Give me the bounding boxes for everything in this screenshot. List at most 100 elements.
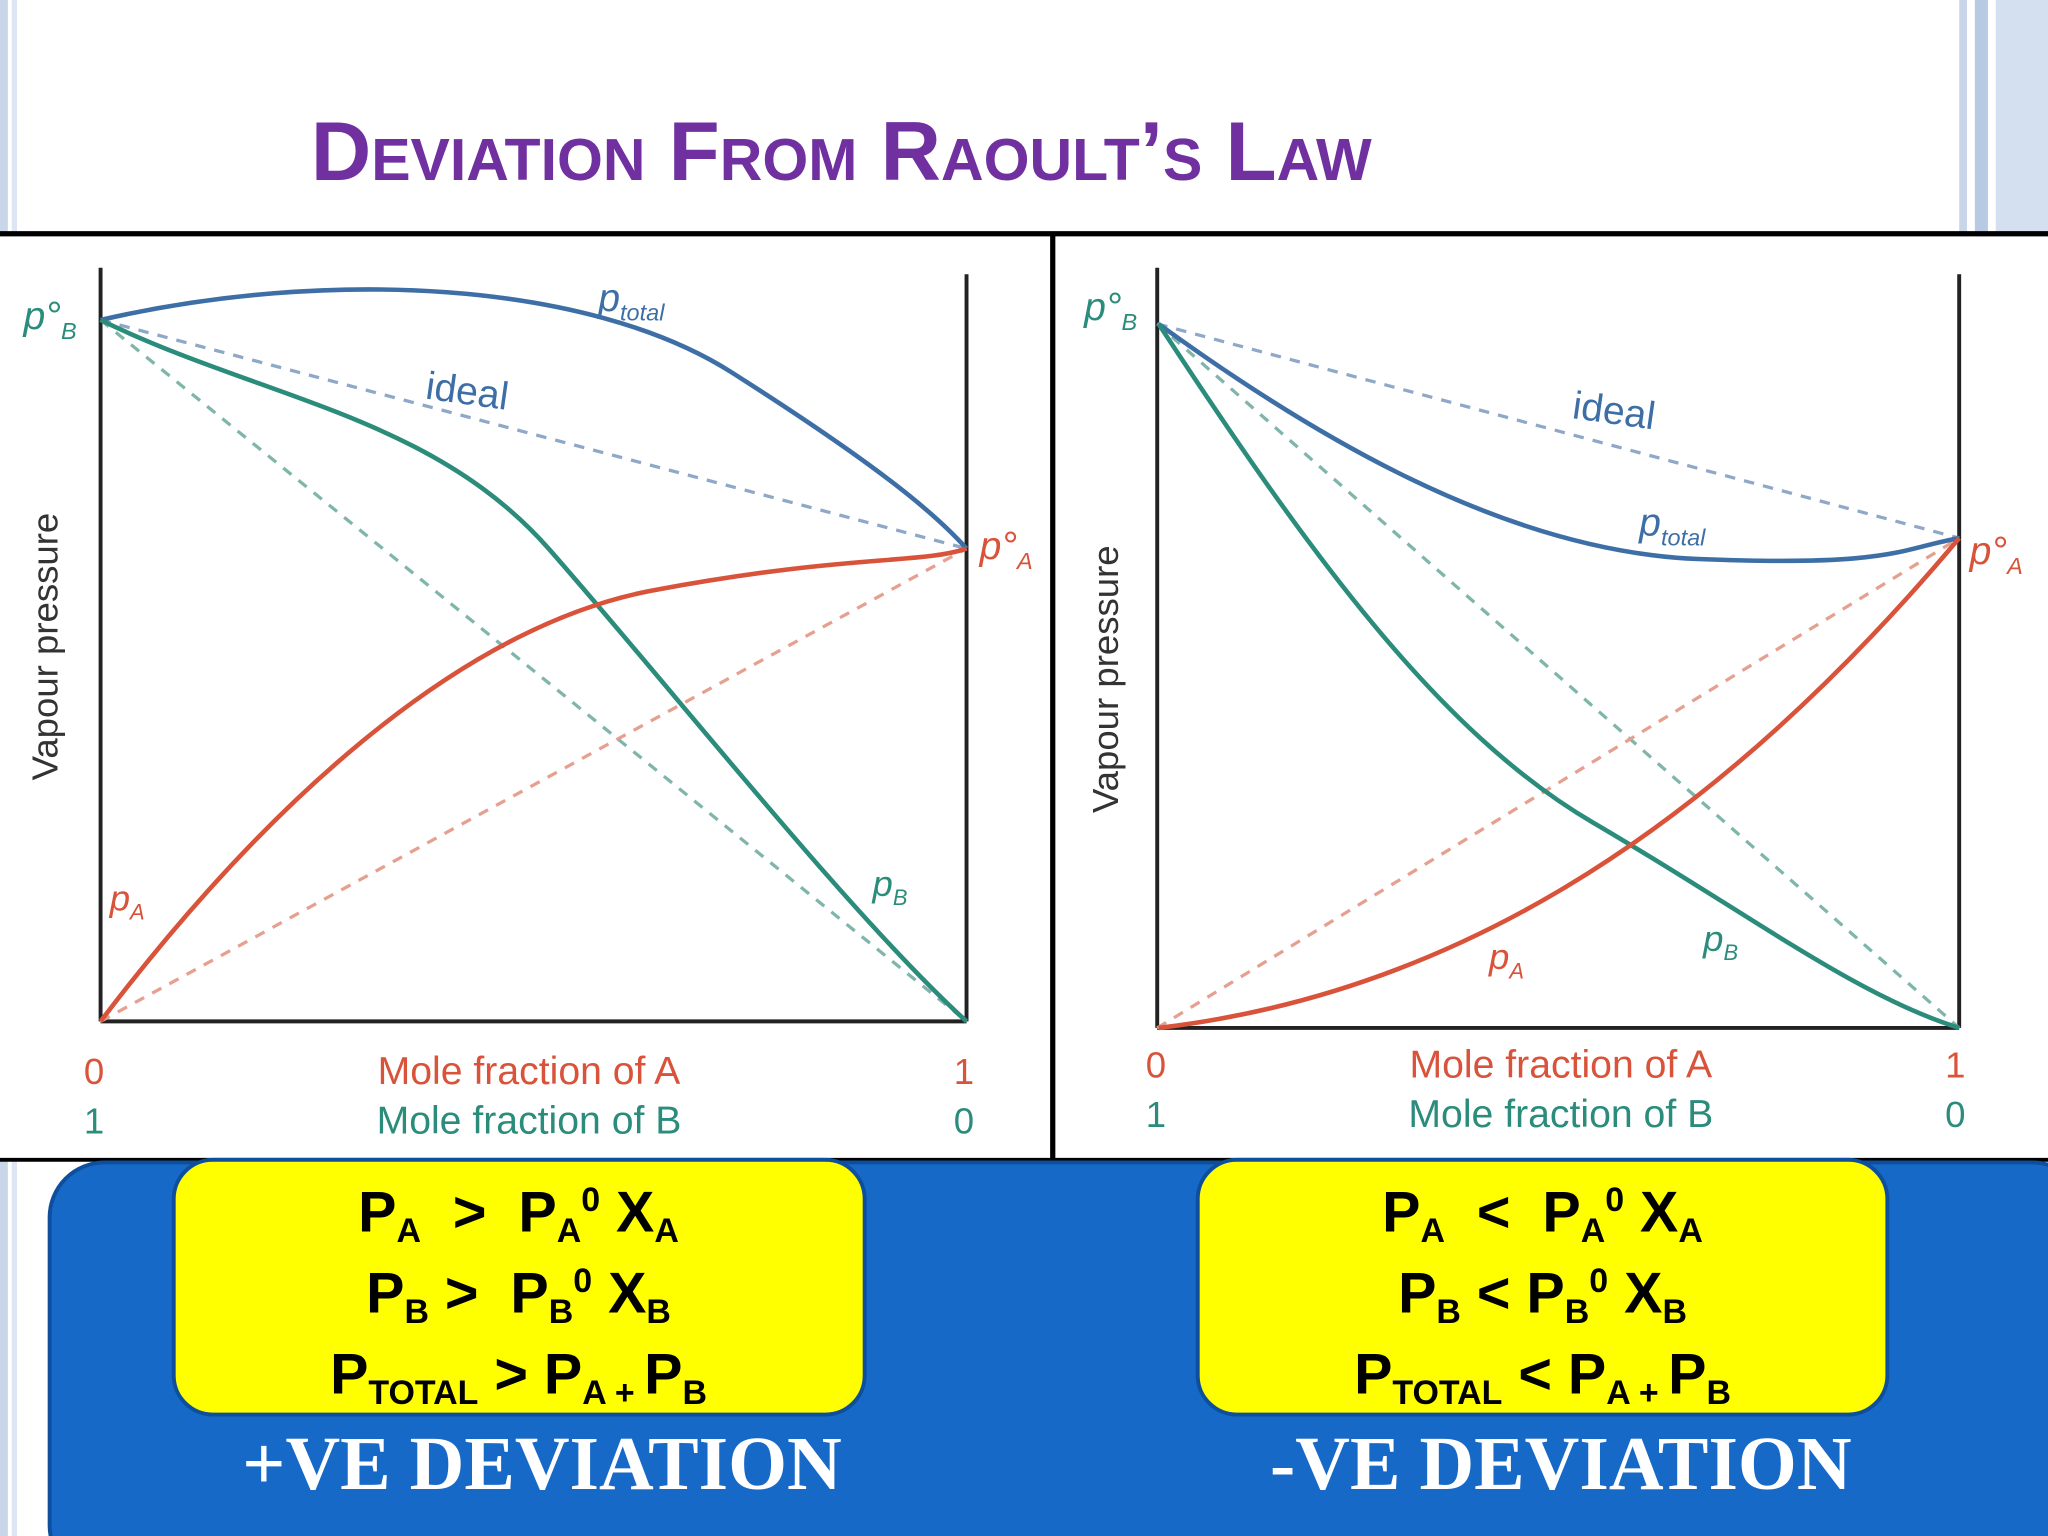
formula-sub: B xyxy=(1565,1293,1590,1331)
pb-label: pB xyxy=(1702,918,1738,965)
x-axis-end: 1 xyxy=(1945,1045,1965,1086)
formula-sub: A xyxy=(1420,1212,1445,1250)
formula: PB < PB0 XB xyxy=(1398,1262,1687,1331)
x-axis-label: Mole fraction of A xyxy=(378,1050,682,1093)
ideal-pb-line xyxy=(99,318,968,1023)
ideal-pa-line xyxy=(99,547,968,1023)
formula-text: P xyxy=(1354,1343,1392,1407)
formula: PTOTAL < PA + PB xyxy=(1354,1343,1731,1412)
formula: PA < PA0 XA xyxy=(1382,1181,1703,1250)
pb-curve xyxy=(1156,322,1960,1031)
formula-text: P xyxy=(366,1262,404,1326)
formula-text: P xyxy=(1668,1343,1706,1407)
x-axis-start: 0 xyxy=(84,1051,104,1092)
formula-sup: 0 xyxy=(573,1262,592,1300)
deviation-caption: +VE DEVIATION xyxy=(242,1422,841,1506)
formula-text: > P xyxy=(478,1343,582,1407)
formula-sub: A + xyxy=(1606,1374,1668,1412)
pb-label-main: p xyxy=(871,863,892,904)
formula-sub: B xyxy=(1662,1293,1687,1331)
formula-sub: B xyxy=(549,1293,574,1331)
x-axis-end: 0 xyxy=(1945,1094,1965,1135)
formula-sub: B xyxy=(682,1374,707,1412)
formula-sub: A xyxy=(557,1212,582,1250)
ideal-total-line xyxy=(1156,322,1960,540)
formula-text: P xyxy=(1398,1262,1436,1326)
formula-sub: A xyxy=(1678,1212,1703,1250)
pa-label-sub: A xyxy=(128,900,145,925)
formula-text: P xyxy=(330,1343,368,1407)
x-axis-start: 0 xyxy=(1146,1045,1166,1086)
pa-label-sub: A xyxy=(1507,958,1524,983)
formula-text: X xyxy=(600,1181,654,1245)
p0a-label-sub: A xyxy=(2005,553,2023,579)
p0a-label-main: p° xyxy=(979,525,1017,568)
x-axis-start: 1 xyxy=(84,1101,104,1142)
formula-text: X xyxy=(1624,1181,1678,1245)
formula-box xyxy=(171,1157,867,1417)
formula-sub: A xyxy=(396,1212,421,1250)
formula: PA > PA0 XA xyxy=(358,1181,679,1250)
pa-label-main: p xyxy=(109,877,130,918)
formula-sub: TOTAL xyxy=(368,1374,478,1412)
formula-sub: A xyxy=(1581,1212,1606,1250)
formula-text: < P xyxy=(1502,1343,1606,1407)
formula: PTOTAL > PA + PB xyxy=(330,1343,707,1412)
formula-text: P xyxy=(358,1181,396,1245)
formula-text: X xyxy=(592,1262,646,1326)
pa-label: pA xyxy=(109,877,145,924)
pb-label-sub: B xyxy=(893,885,908,910)
y-axis-label: Vapour pressure xyxy=(24,513,65,781)
ptotal-label-sub: total xyxy=(620,300,665,326)
x-axis-label: Mole fraction of A xyxy=(1409,1044,1713,1087)
pa-curve xyxy=(98,546,968,1023)
ptotal-label: ptotal xyxy=(597,277,665,326)
deviation-caption: -VE DEVIATION xyxy=(1270,1422,1852,1506)
pb-curve xyxy=(99,317,969,1024)
formula-box xyxy=(1195,1157,1890,1417)
p0a-label: p°A xyxy=(979,525,1033,574)
pb-label-sub: B xyxy=(1724,940,1739,965)
p0b-label-main: p° xyxy=(23,295,61,338)
formula-sub: B xyxy=(1706,1374,1731,1412)
formula-sub: A xyxy=(654,1212,679,1250)
pb-label-main: p xyxy=(1702,918,1723,959)
formula-sub: TOTAL xyxy=(1392,1374,1502,1412)
p0b-label-sub: B xyxy=(61,318,77,344)
ptotal-label-sub: total xyxy=(1661,524,1706,550)
ideal-pb-line xyxy=(1156,322,1961,1030)
formula: PB > PB0 XB xyxy=(366,1262,671,1331)
ptotal-curve xyxy=(100,287,969,551)
p0b-label-sub: B xyxy=(1122,309,1138,335)
formula-text: > P xyxy=(429,1262,549,1326)
formula-text: < P xyxy=(1445,1181,1581,1245)
formula-sub: A + xyxy=(582,1374,644,1412)
formula-sub: B xyxy=(404,1293,429,1331)
left-panel xyxy=(0,236,1052,1159)
x-axis-start: 1 xyxy=(1146,1094,1166,1135)
ptotal-label-main: p xyxy=(597,277,620,320)
x-axis-end: 1 xyxy=(954,1051,974,1092)
ideal-total-line xyxy=(100,318,967,551)
formula-sub: B xyxy=(646,1293,671,1331)
y-axis-label: Vapour pressure xyxy=(1085,545,1126,813)
formula-text: P xyxy=(1382,1181,1420,1245)
p0b-label: p°B xyxy=(1083,286,1137,335)
p0a-label-sub: A xyxy=(1015,548,1033,574)
pa-label-main: p xyxy=(1488,936,1509,977)
formula-text: > P xyxy=(421,1181,557,1245)
formula-sup: 0 xyxy=(581,1181,600,1219)
formula-text: < P xyxy=(1461,1262,1565,1326)
p0a-label-main: p° xyxy=(1969,530,2007,573)
x-axis-label: Mole fraction of B xyxy=(1408,1093,1713,1136)
ptotal-label: ptotal xyxy=(1638,502,1706,551)
p0b-label: p°B xyxy=(23,295,77,344)
formula-sup: 0 xyxy=(1589,1262,1608,1300)
p0a-label: p°A xyxy=(1969,530,2023,579)
pa-label: pA xyxy=(1488,936,1524,983)
pb-label: pB xyxy=(871,863,907,910)
x-axis-end: 0 xyxy=(954,1101,974,1142)
